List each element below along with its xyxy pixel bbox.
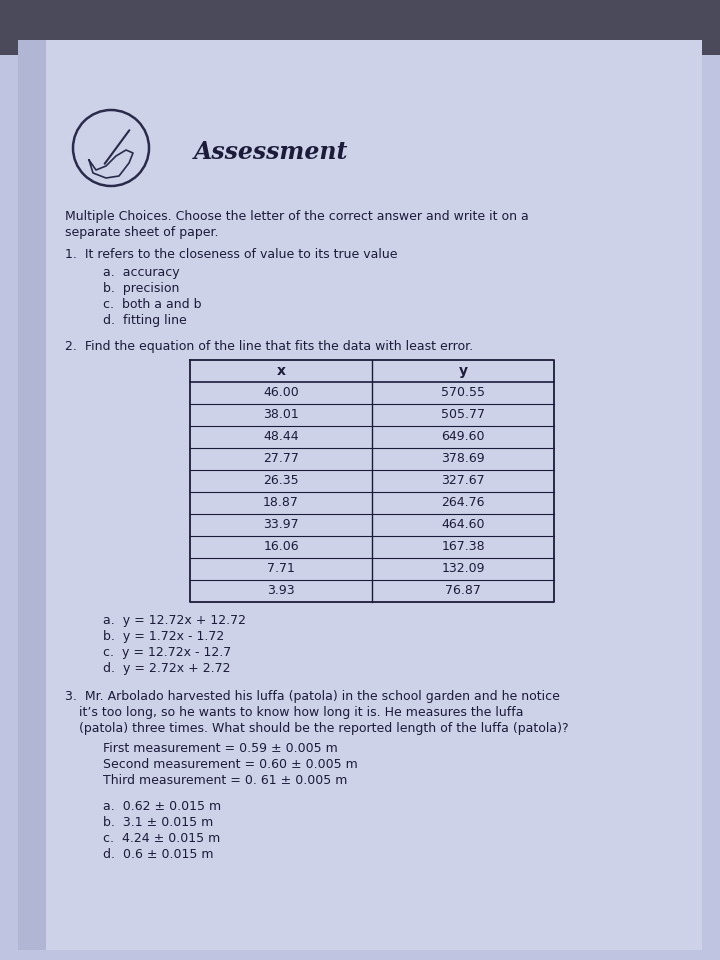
Text: d.  y = 2.72x + 2.72: d. y = 2.72x + 2.72: [103, 662, 230, 675]
Text: x: x: [276, 364, 286, 378]
Text: b.  3.1 ± 0.015 m: b. 3.1 ± 0.015 m: [103, 816, 213, 829]
Text: c.  both a and b: c. both a and b: [103, 298, 202, 311]
Text: Multiple Choices. Choose the letter of the correct answer and write it on a: Multiple Choices. Choose the letter of t…: [65, 210, 528, 223]
Text: y: y: [459, 364, 467, 378]
Text: a.  0.62 ± 0.015 m: a. 0.62 ± 0.015 m: [103, 800, 221, 813]
Text: 264.76: 264.76: [441, 496, 485, 510]
Text: a.  accuracy: a. accuracy: [103, 266, 179, 279]
Text: 132.09: 132.09: [441, 563, 485, 575]
Text: 1.  It refers to the closeness of value to its true value: 1. It refers to the closeness of value t…: [65, 248, 397, 261]
Text: Third measurement = 0. 61 ± 0.005 m: Third measurement = 0. 61 ± 0.005 m: [103, 774, 347, 787]
Text: 327.67: 327.67: [441, 474, 485, 488]
Text: 7.71: 7.71: [267, 563, 295, 575]
Text: 378.69: 378.69: [441, 452, 485, 466]
Text: 3.  Mr. Arbolado harvested his luffa (patola) in the school garden and he notice: 3. Mr. Arbolado harvested his luffa (pat…: [65, 690, 559, 703]
Text: 3.93: 3.93: [267, 585, 294, 597]
Text: d.  fitting line: d. fitting line: [103, 314, 186, 327]
Text: it’s too long, so he wants to know how long it is. He measures the luffa: it’s too long, so he wants to know how l…: [78, 706, 523, 719]
Text: b.  precision: b. precision: [103, 282, 179, 295]
Text: 649.60: 649.60: [441, 430, 485, 444]
Text: 167.38: 167.38: [441, 540, 485, 554]
Text: (patola) three times. What should be the reported length of the luffa (patola)?: (patola) three times. What should be the…: [78, 722, 568, 735]
Bar: [18, 40, 46, 950]
Text: 33.97: 33.97: [264, 518, 299, 532]
Text: separate sheet of paper.: separate sheet of paper.: [65, 226, 218, 239]
Text: Assessment: Assessment: [194, 140, 348, 164]
Text: d.  0.6 ± 0.015 m: d. 0.6 ± 0.015 m: [103, 848, 213, 861]
Text: 46.00: 46.00: [263, 387, 299, 399]
Bar: [0, 0, 720, 55]
Text: 464.60: 464.60: [441, 518, 485, 532]
Text: 26.35: 26.35: [264, 474, 299, 488]
Text: 38.01: 38.01: [263, 409, 299, 421]
Text: c.  4.24 ± 0.015 m: c. 4.24 ± 0.015 m: [103, 832, 220, 845]
Text: 570.55: 570.55: [441, 387, 485, 399]
Text: a.  y = 12.72x + 12.72: a. y = 12.72x + 12.72: [103, 614, 246, 627]
Text: 27.77: 27.77: [263, 452, 299, 466]
Text: First measurement = 0.59 ± 0.005 m: First measurement = 0.59 ± 0.005 m: [103, 742, 338, 755]
Text: 505.77: 505.77: [441, 409, 485, 421]
Text: 2.  Find the equation of the line that fits the data with least error.: 2. Find the equation of the line that fi…: [65, 340, 473, 353]
Text: 48.44: 48.44: [264, 430, 299, 444]
Text: c.  y = 12.72x - 12.7: c. y = 12.72x - 12.7: [103, 646, 231, 659]
Text: 16.06: 16.06: [264, 540, 299, 554]
Text: 18.87: 18.87: [263, 496, 299, 510]
Text: Second measurement = 0.60 ± 0.005 m: Second measurement = 0.60 ± 0.005 m: [103, 758, 358, 771]
Text: b.  y = 1.72x - 1.72: b. y = 1.72x - 1.72: [103, 630, 224, 643]
Text: 76.87: 76.87: [445, 585, 481, 597]
